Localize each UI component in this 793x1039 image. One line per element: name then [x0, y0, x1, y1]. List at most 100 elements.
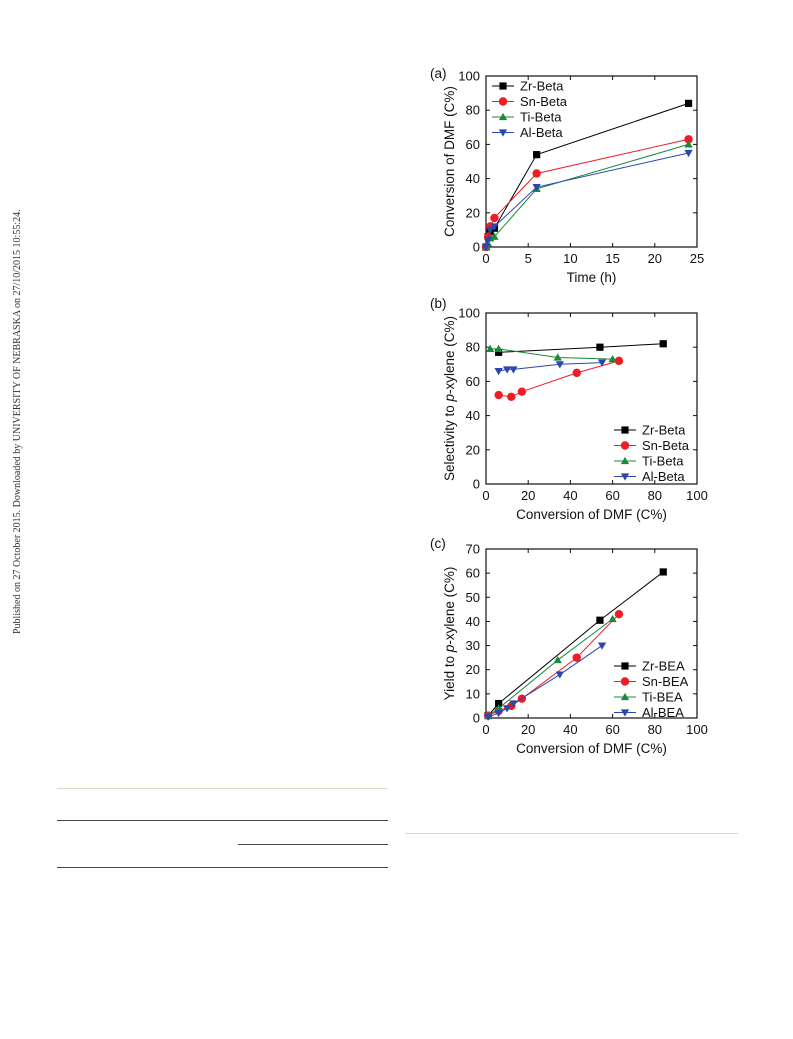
series-line	[498, 343, 664, 353]
legend-marker	[498, 112, 508, 121]
y-tick-label: 30	[466, 638, 480, 653]
y-tick-label: 40	[466, 171, 480, 186]
table-rule-top-beige	[57, 788, 388, 789]
series-line	[485, 138, 689, 248]
data-point	[659, 340, 667, 348]
y-tick-label: 20	[466, 442, 480, 457]
section-rule-right	[405, 833, 738, 834]
x-tick-label: 40	[563, 722, 577, 737]
data-point	[495, 699, 503, 708]
y-tick-label: 20	[466, 205, 480, 220]
x-tick-label: 5	[525, 251, 532, 266]
y-tick-label: 0	[473, 477, 480, 492]
x-tick-label: 0	[482, 722, 489, 737]
data-point	[494, 344, 503, 353]
x-tick-label: 20	[648, 251, 662, 266]
data-point	[572, 653, 581, 662]
legend-label: Al-BEA	[642, 705, 684, 720]
data-point	[495, 348, 503, 356]
data-point	[502, 366, 512, 374]
legend-marker	[498, 129, 508, 137]
y-tick-label: 100	[458, 69, 480, 84]
panel-label: (b)	[430, 296, 447, 311]
x-tick-label: 80	[648, 722, 662, 737]
data-point	[486, 226, 495, 235]
legend-marker	[498, 97, 508, 106]
data-point	[494, 390, 503, 400]
legend-label: Sn-Beta	[520, 94, 568, 109]
data-point	[684, 135, 693, 144]
data-point	[494, 704, 503, 712]
data-point	[494, 710, 503, 718]
y-axis-title: Yield to p-xylene (C%)	[442, 567, 457, 701]
data-point	[483, 237, 493, 245]
table-rule-dark-2	[57, 867, 388, 868]
x-axis-title: Time (h)	[567, 270, 617, 285]
data-point	[532, 184, 541, 192]
legend-label: Sn-BEA	[642, 674, 689, 689]
data-point	[490, 213, 499, 223]
data-point	[553, 353, 562, 361]
legend-label: Zr-BEA	[642, 659, 685, 674]
data-point	[659, 568, 667, 576]
panel-label: (c)	[430, 536, 446, 551]
legend-marker	[621, 426, 629, 434]
y-tick-label: 10	[466, 686, 480, 701]
series-line	[487, 571, 664, 716]
plot-frame	[485, 312, 698, 485]
data-point	[483, 713, 493, 721]
legend-marker	[620, 456, 630, 465]
data-point	[507, 392, 516, 401]
data-point	[509, 700, 518, 708]
data-point	[494, 368, 503, 376]
plot-frame	[485, 75, 698, 248]
data-point	[481, 243, 491, 252]
legend-marker	[620, 441, 630, 450]
x-tick-label: 15	[605, 251, 619, 266]
data-point	[614, 609, 624, 619]
chart-panel-1: 0 5 10 15 20 25 0 20 40 60 80 100 Time (h) Conversion…	[430, 66, 704, 285]
y-tick-label: 40	[466, 614, 480, 629]
legend-label: Ti-Beta	[520, 110, 562, 125]
data-point	[572, 368, 581, 378]
panel-label: (a)	[430, 66, 447, 81]
data-point	[555, 671, 564, 679]
x-tick-label: 20	[521, 722, 535, 737]
y-tick-label: 100	[458, 306, 480, 321]
y-tick-label: 70	[466, 542, 480, 557]
data-point	[490, 232, 499, 240]
data-point	[684, 99, 693, 107]
x-tick-label: 40	[563, 488, 577, 503]
plot-frame	[485, 548, 698, 719]
series-line	[490, 348, 613, 360]
legend-marker	[499, 82, 507, 90]
chart-panel-2: 0 20 40 60 80 100 0 20 40 60 80 100 Conversion of DM…	[430, 296, 708, 522]
y-tick-label: 80	[466, 103, 480, 118]
legend-marker	[621, 662, 629, 670]
y-tick-label: 20	[466, 662, 480, 677]
x-tick-label: 60	[605, 722, 619, 737]
data-point	[553, 655, 562, 664]
data-point	[614, 356, 624, 366]
legend-label: Al-Beta	[520, 125, 563, 140]
data-point	[490, 223, 499, 231]
data-point	[533, 151, 541, 159]
legend-label: Al-Beta	[642, 469, 685, 484]
x-tick-label: 0	[482, 488, 489, 503]
legend-label: Sn-Beta	[642, 438, 690, 453]
x-tick-label: 20	[521, 488, 535, 503]
x-axis-title: Conversion of DMF (C%)	[516, 741, 667, 756]
series-line	[487, 618, 613, 716]
legend-marker	[620, 677, 630, 686]
data-point	[597, 642, 607, 650]
y-tick-label: 60	[466, 374, 480, 389]
series-line	[485, 102, 689, 248]
x-tick-label: 100	[686, 488, 708, 503]
legend-label: Zr-Beta	[520, 79, 564, 94]
legend-marker	[620, 473, 630, 481]
y-tick-label: 0	[473, 711, 480, 726]
y-tick-label: 80	[466, 340, 480, 355]
legend-label: Ti-BEA	[642, 690, 683, 705]
y-tick-label: 0	[473, 240, 480, 255]
